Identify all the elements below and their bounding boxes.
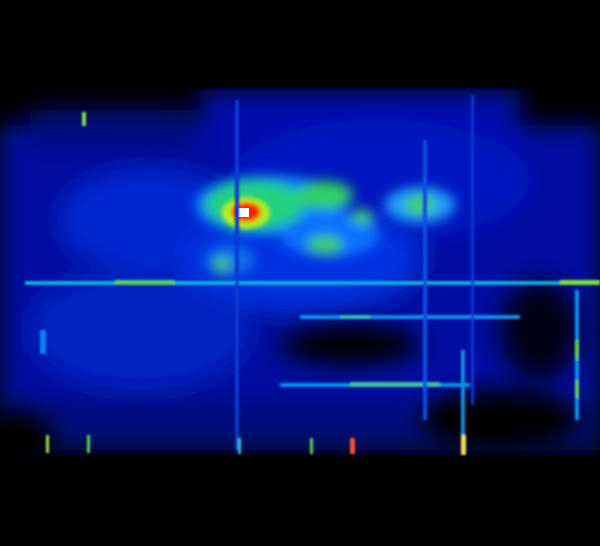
streaks: [25, 95, 600, 455]
low-intensity-field: [0, 90, 600, 450]
dark-pockets: [0, 280, 580, 470]
hotspot-core: [238, 208, 249, 217]
top-mask: [0, 0, 600, 88]
bottom-mask: [0, 456, 600, 546]
